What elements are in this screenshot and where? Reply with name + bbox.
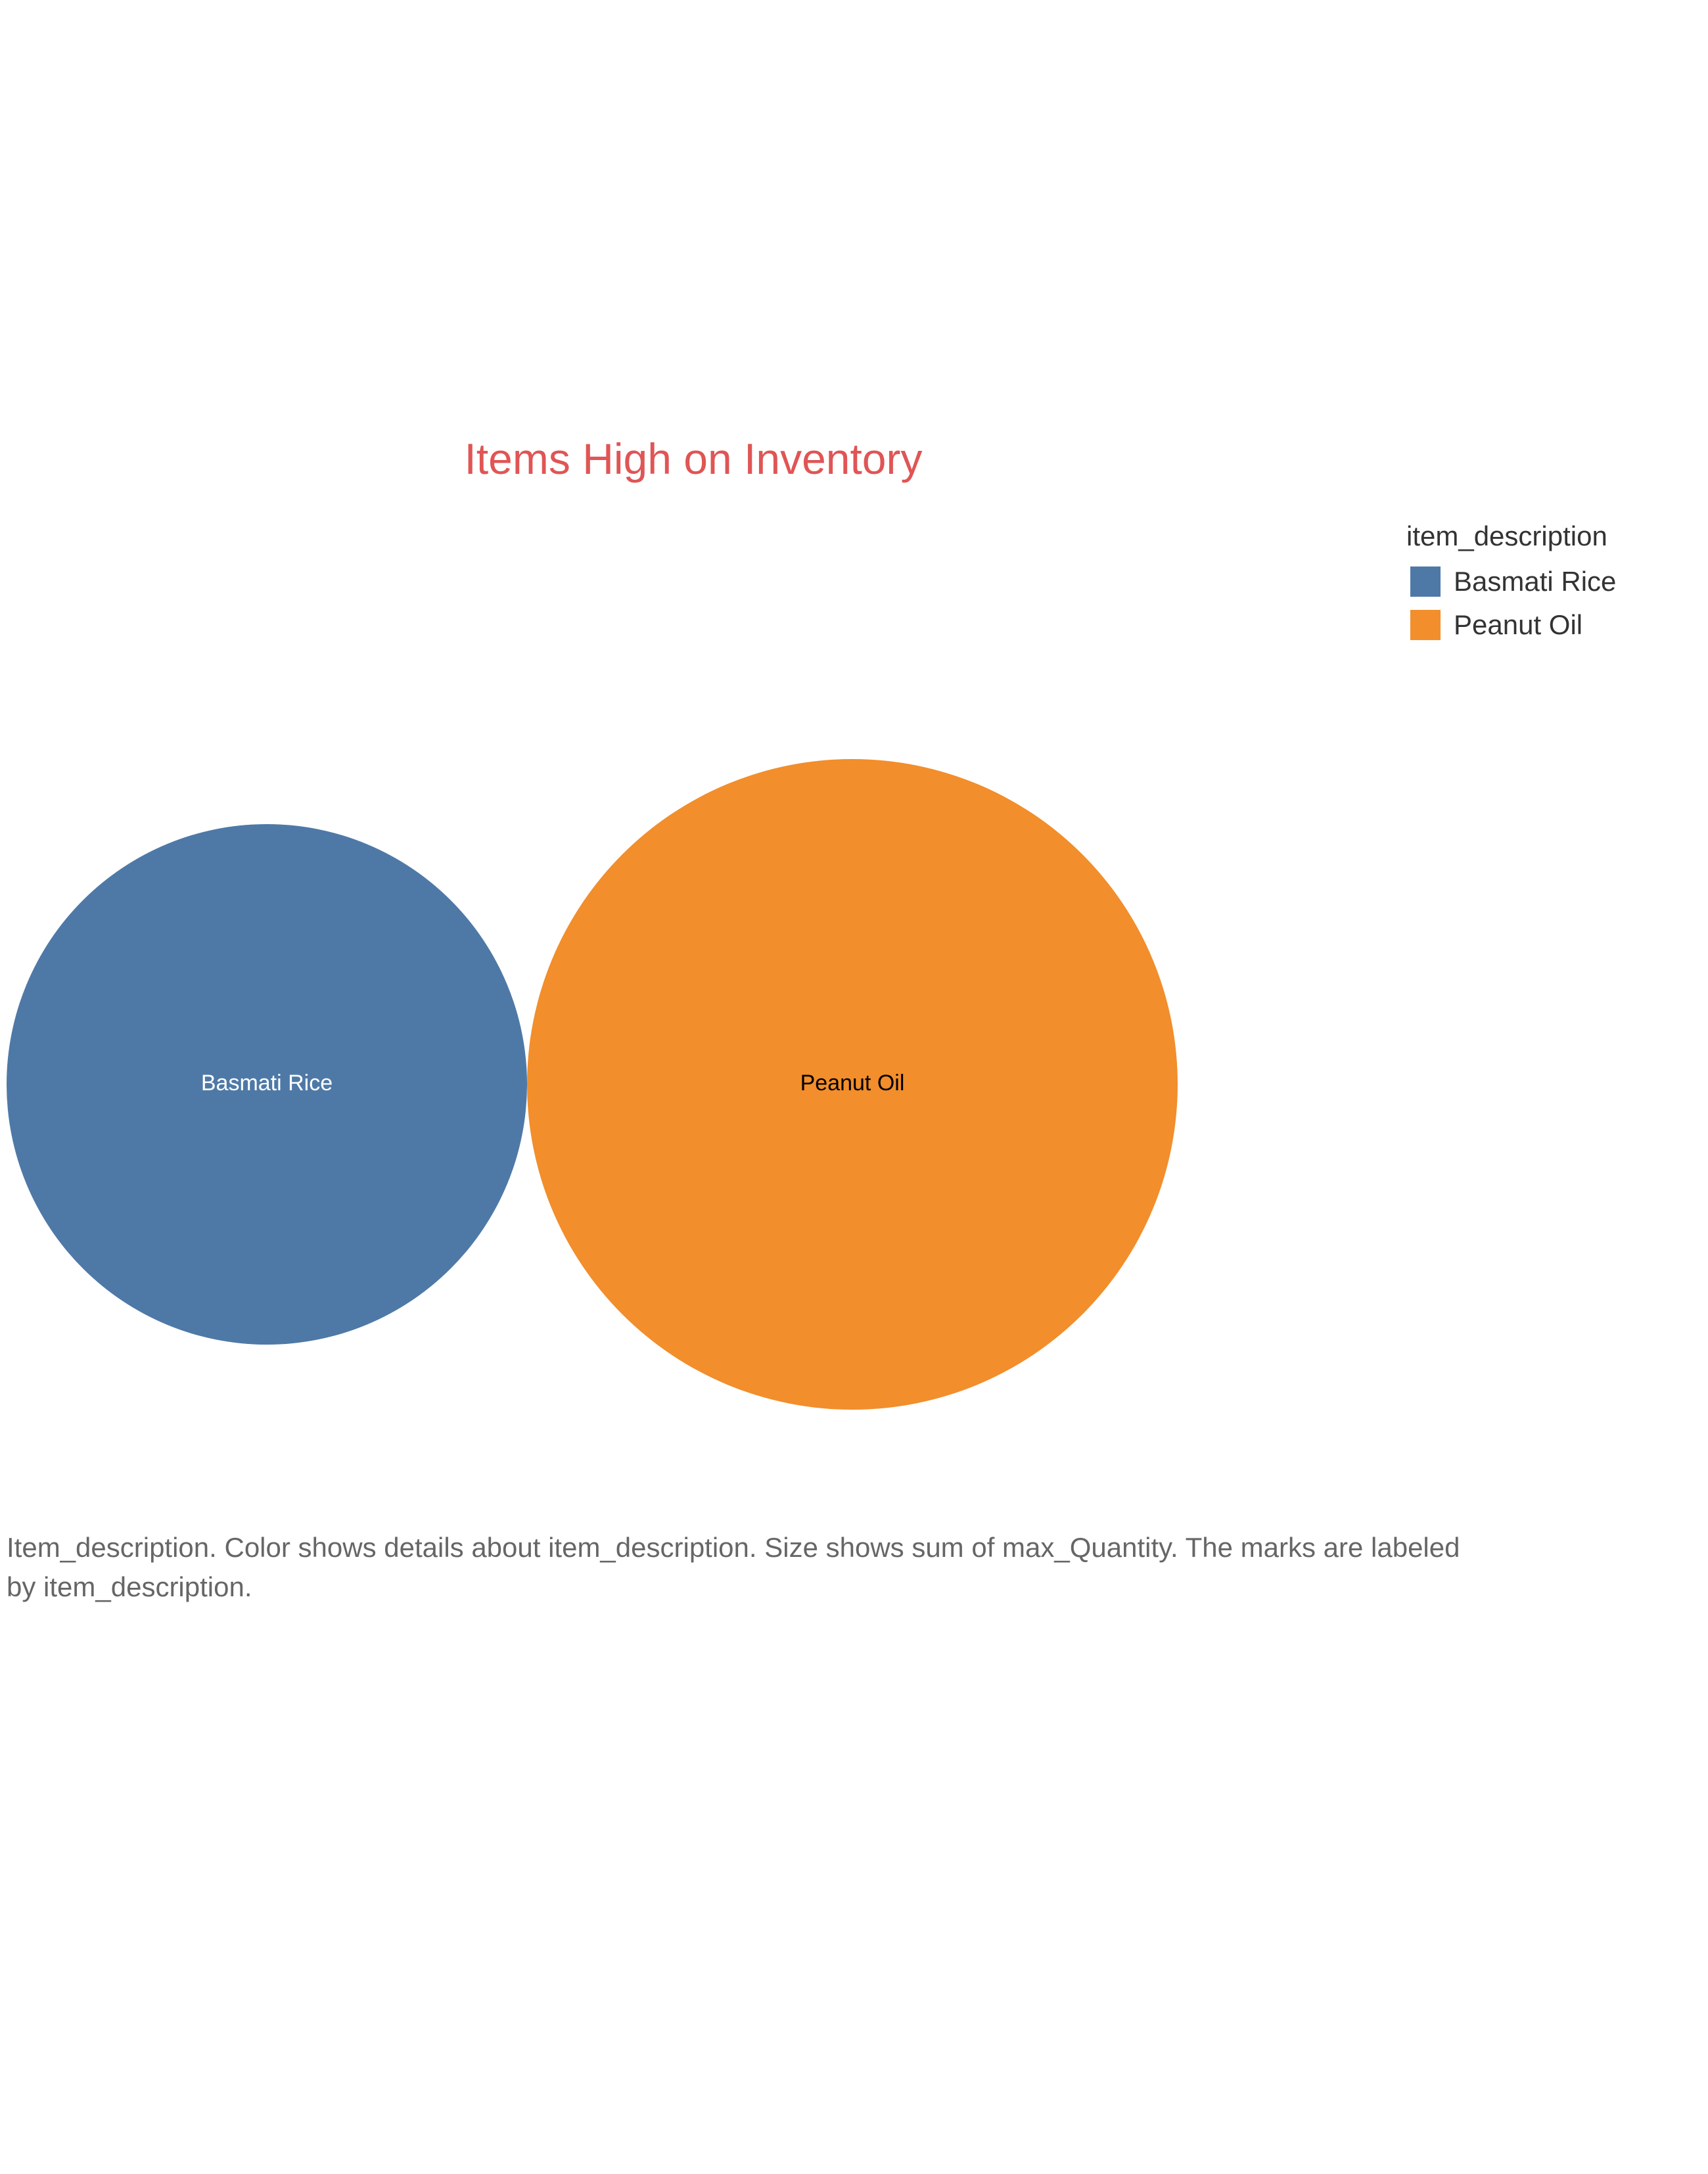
legend-item-peanut-oil[interactable]: Peanut Oil <box>1406 603 1696 647</box>
legend-swatch-peanut-oil <box>1410 610 1441 640</box>
bubble-basmati-rice[interactable] <box>7 824 527 1345</box>
chart-caption: Item_description. Color shows details ab… <box>7 1532 1460 1602</box>
legend-label-peanut-oil: Peanut Oil <box>1454 609 1583 640</box>
legend-title: item_description <box>1406 520 1607 551</box>
legend-swatch-basmati-rice <box>1410 567 1441 597</box>
bubble-peanut-oil[interactable] <box>527 759 1178 1410</box>
chart-title: Items High on Inventory <box>464 434 923 483</box>
bubble-chart: Basmati Rice Peanut Oil <box>7 759 1178 1410</box>
legend: item_description Basmati Rice Peanut Oil <box>1406 520 1696 647</box>
legend-item-basmati-rice[interactable]: Basmati Rice <box>1406 560 1696 603</box>
bubble-label-peanut-oil: Peanut Oil <box>800 1071 905 1096</box>
bubble-label-basmati-rice: Basmati Rice <box>201 1071 333 1096</box>
legend-label-basmati-rice: Basmati Rice <box>1454 566 1617 597</box>
